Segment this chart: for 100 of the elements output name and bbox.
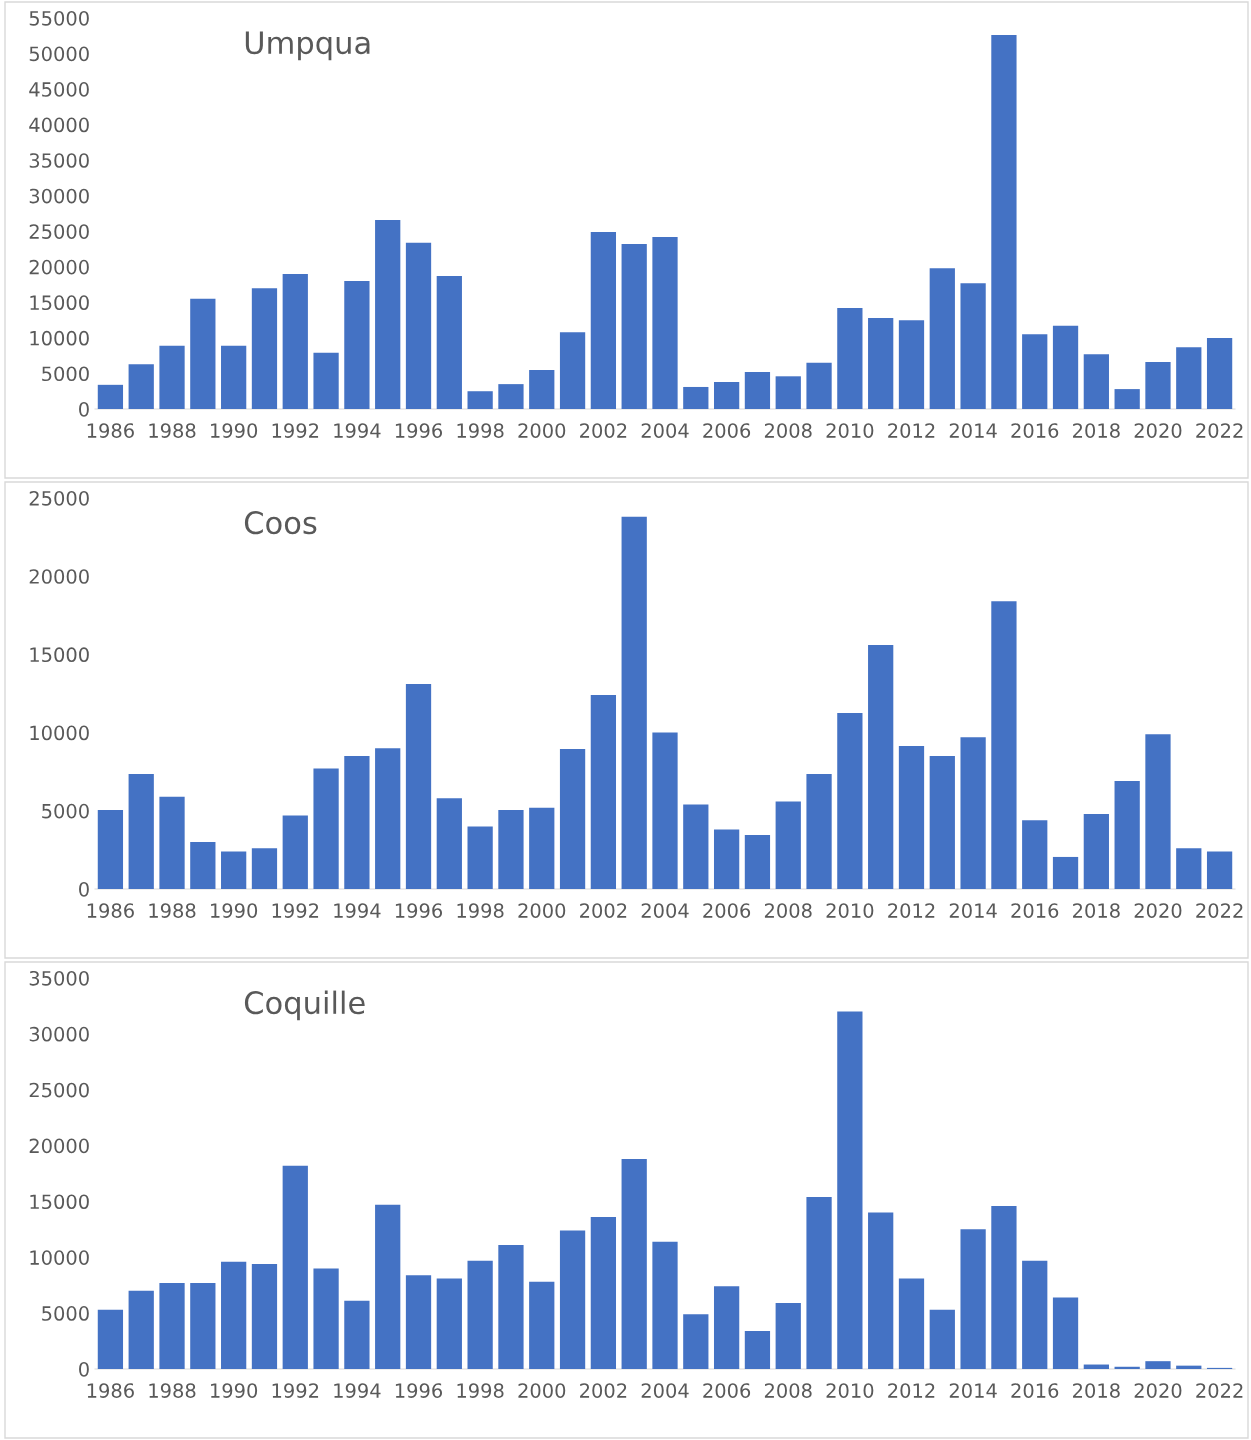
bar [621,244,647,409]
x-tick-label: 1996 [395,1383,443,1398]
x-tick-label: 2008 [764,903,812,918]
bar [436,798,462,889]
bar [1083,813,1109,889]
x-tick-label: 2008 [764,1383,812,1398]
y-tick-label: 20000 [29,569,89,584]
bar [375,748,401,889]
y-tick-label: 35000 [29,153,89,168]
x-tick-label: 2018 [1073,1383,1120,1398]
y-tick-label: 15000 [30,295,89,311]
y-tick-label: 5000 [42,366,89,382]
bar [960,1229,986,1369]
bar [652,732,678,889]
bar [713,1286,740,1369]
bar [837,1011,863,1369]
bar [713,829,740,889]
bar [1145,734,1171,889]
bar [1206,337,1233,409]
bar [1114,389,1140,409]
bar [251,288,278,409]
bar [929,756,955,889]
bar [467,1260,493,1369]
bar [1176,848,1202,889]
bar [837,308,863,409]
bar [991,1205,1017,1369]
x-tick-label: 2012 [888,1383,935,1398]
bar [1206,851,1233,889]
x-tick-label: 2006 [703,903,751,918]
bar [190,298,216,409]
bar [498,810,524,889]
bar [498,1245,524,1369]
bar [806,1196,832,1369]
x-tick-label: 2018 [1073,423,1120,438]
y-tick-label: 30000 [29,1026,89,1042]
bar [97,1309,124,1369]
y-tick-label: 0 [79,1361,89,1377]
bar [313,1268,339,1369]
x-tick-label: 2000 [518,423,566,438]
x-tick-label: 2004 [641,903,689,918]
bar [1052,1297,1079,1369]
bar [652,236,678,409]
bar [251,848,278,889]
x-tick-label: 1996 [395,423,443,438]
x-tick-label: 2006 [703,1383,751,1398]
bar [251,1263,278,1369]
x-tick-label: 2012 [888,423,935,438]
bar [1083,354,1109,409]
y-tick-label: 10000 [30,1250,89,1265]
bar [868,645,894,889]
x-tick-label: 2020 [1134,903,1182,918]
y-tick-label: 0 [79,881,89,897]
y-tick-label: 15000 [30,1194,89,1210]
y-tick-label: 10000 [30,725,89,741]
bar [159,1282,185,1369]
bar [1052,856,1079,889]
bar [898,745,925,889]
bar [868,1212,894,1369]
x-tick-label: 2000 [518,1383,566,1398]
y-tick-label: 30000 [29,188,89,204]
bar [282,1165,308,1369]
bar [621,516,647,889]
bar [744,1331,771,1369]
bar [128,364,154,409]
bar [1022,820,1048,889]
x-tick-label: 2010 [826,903,874,918]
bar [991,601,1017,889]
bar [991,35,1017,409]
x-tick-label: 2022 [1196,1383,1243,1398]
bar [898,320,925,409]
bar [590,695,617,889]
bar [282,273,308,409]
y-tick-label: 10000 [30,330,89,346]
bar [621,1158,647,1369]
bar [375,219,401,409]
bar [128,774,154,889]
bar [467,391,493,409]
y-tick-label: 15000 [30,647,89,663]
bar [405,684,432,889]
bar [221,851,247,889]
bar [590,231,617,409]
bar [806,362,832,409]
bar [898,1278,925,1369]
y-tick-label: 5000 [42,1306,89,1321]
bar [1145,362,1171,409]
x-tick-label: 1992 [272,903,319,918]
x-tick-label: 2002 [580,423,627,438]
x-tick-label: 2020 [1134,1383,1182,1398]
bar [1145,1361,1171,1369]
bar [313,768,339,889]
x-tick-label: 2014 [949,903,997,918]
chart-title: Coquille [244,990,365,1021]
x-tick-label: 2022 [1196,903,1243,918]
x-tick-label: 2016 [1011,1383,1059,1398]
bar [498,384,524,409]
bar [436,1278,462,1369]
x-tick-label: 1986 [87,1383,134,1398]
x-tick-label: 2002 [580,1383,627,1398]
x-tick-label: 1994 [334,903,381,918]
y-tick-label: 35000 [29,970,89,986]
